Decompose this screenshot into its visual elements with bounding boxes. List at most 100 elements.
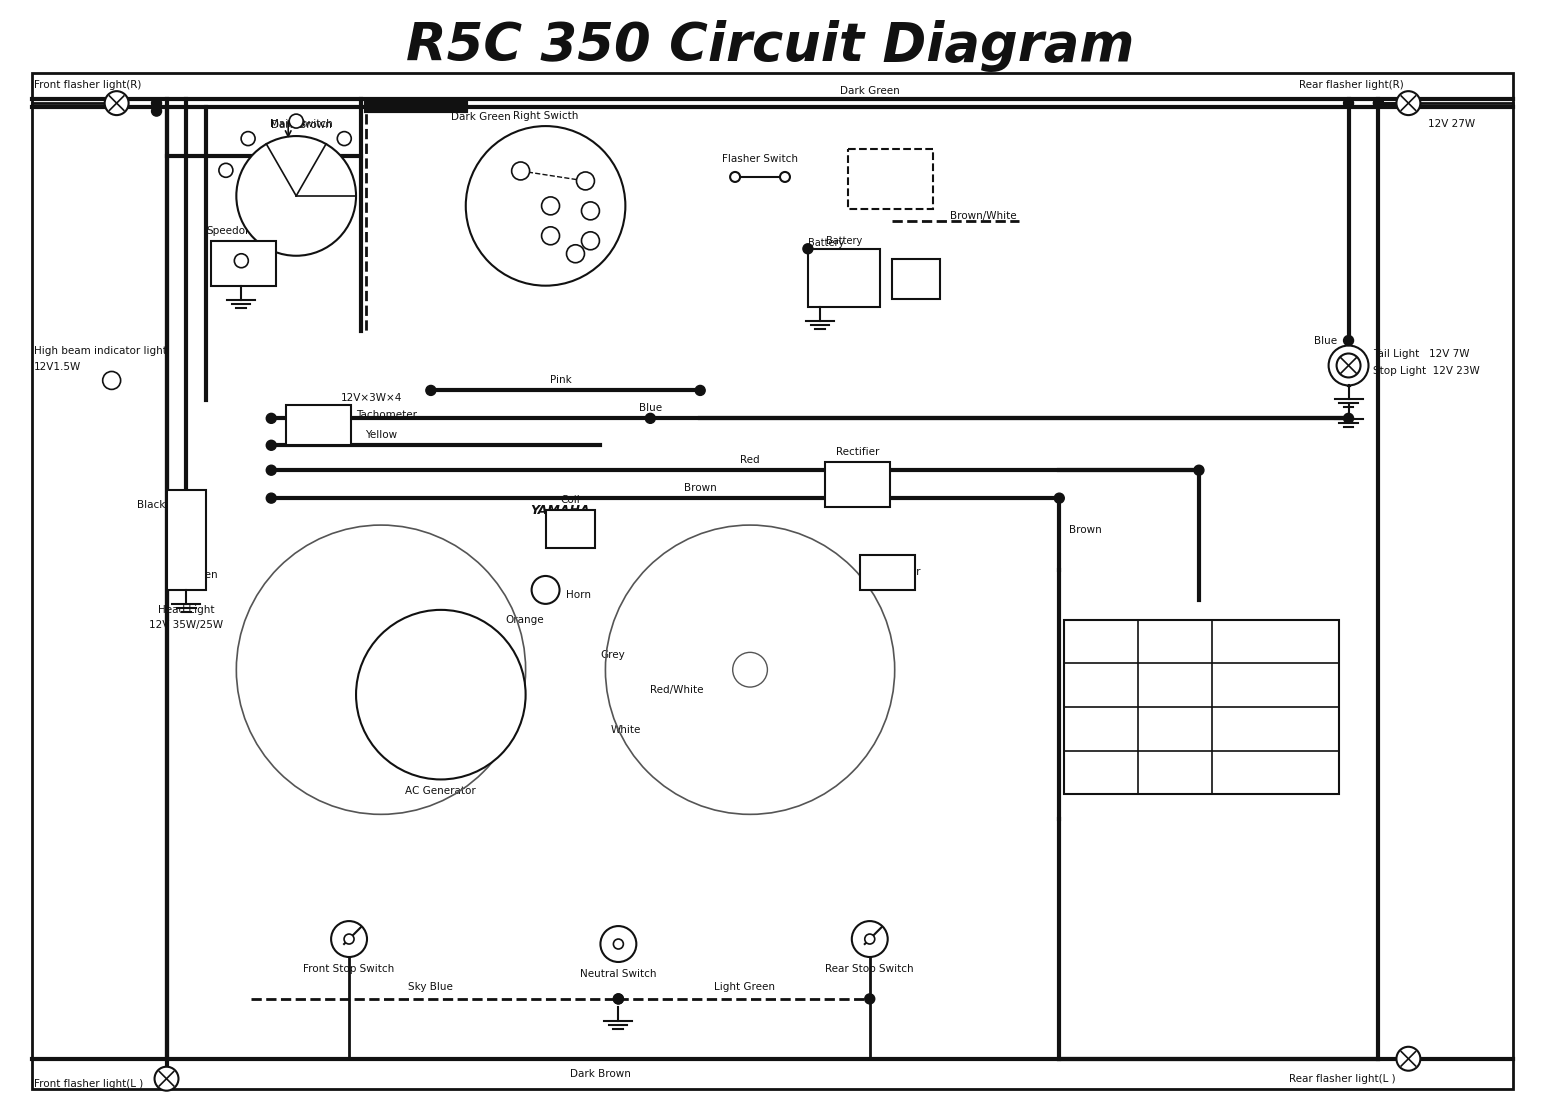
- Text: Front flasher light(R): Front flasher light(R): [34, 80, 141, 90]
- Circle shape: [576, 173, 594, 190]
- Circle shape: [582, 232, 599, 249]
- Text: R+L: R+L: [1265, 768, 1286, 778]
- Text: G: G: [547, 232, 554, 240]
- Text: 12V 55AH: 12V 55AH: [821, 273, 866, 283]
- Circle shape: [266, 441, 276, 451]
- Text: Sky Blue: Sky Blue: [409, 982, 454, 992]
- Text: High beam indicator light: High beam indicator light: [34, 345, 167, 355]
- Text: Yellow: Yellow: [1070, 695, 1101, 705]
- Circle shape: [1194, 465, 1204, 475]
- Text: Fuse
20A: Fuse 20A: [905, 269, 926, 288]
- Text: R5C 350 Circuit Diagram: R5C 350 Circuit Diagram: [406, 20, 1135, 72]
- Text: F: F: [301, 421, 307, 430]
- Text: Parking: Parking: [1156, 768, 1194, 778]
- Circle shape: [511, 162, 530, 180]
- Text: Speedometer: Speedometer: [207, 226, 276, 236]
- Text: Green: Green: [187, 570, 218, 580]
- Text: 12V×3W×4: 12V×3W×4: [341, 393, 403, 403]
- Text: ch: ch: [585, 236, 596, 245]
- Text: AC Generator: AC Generator: [406, 787, 476, 797]
- Bar: [860, 555, 914, 590]
- Text: YAMAHA: YAMAHA: [531, 503, 590, 516]
- Text: Tail Light   12V 7W: Tail Light 12V 7W: [1374, 348, 1470, 358]
- Text: Dark Green: Dark Green: [840, 86, 900, 96]
- Text: Yellow: Yellow: [364, 431, 397, 441]
- Circle shape: [1374, 98, 1383, 108]
- Text: Brown: Brown: [1070, 525, 1102, 535]
- Text: 0: 0: [1098, 680, 1104, 690]
- Circle shape: [613, 939, 624, 949]
- Text: Rear flasher light(L ): Rear flasher light(L ): [1289, 1074, 1396, 1084]
- Circle shape: [105, 91, 128, 115]
- Circle shape: [151, 98, 162, 108]
- Text: R: R: [327, 181, 334, 190]
- Text: Red/White: Red/White: [650, 684, 704, 695]
- Circle shape: [466, 126, 625, 286]
- Circle shape: [1343, 335, 1354, 345]
- Text: I: I: [1099, 723, 1102, 733]
- Circle shape: [601, 926, 636, 962]
- Text: Br W: Br W: [581, 206, 601, 215]
- Text: Blue: Blue: [639, 403, 662, 413]
- Bar: [545, 510, 596, 548]
- Circle shape: [1396, 1046, 1420, 1071]
- Bar: [212, 240, 276, 286]
- Circle shape: [1343, 98, 1354, 108]
- Circle shape: [344, 934, 354, 944]
- Bar: [824, 462, 889, 508]
- Text: Front Stop Switch: Front Stop Switch: [304, 964, 395, 974]
- Text: P: P: [573, 249, 577, 258]
- Text: Front flasher light(L ): Front flasher light(L ): [34, 1078, 144, 1089]
- Bar: [1064, 620, 1339, 795]
- Text: Blue: Blue: [1314, 335, 1337, 345]
- Text: Battery: Battery: [808, 238, 845, 248]
- Circle shape: [1055, 493, 1064, 503]
- Circle shape: [542, 197, 559, 215]
- Text: Pink: Pink: [550, 375, 571, 385]
- Circle shape: [1396, 91, 1420, 115]
- Text: Black: Black: [136, 500, 165, 510]
- Circle shape: [154, 1066, 179, 1091]
- Circle shape: [236, 136, 357, 256]
- Circle shape: [852, 922, 888, 957]
- Text: DG: DG: [579, 177, 591, 186]
- Text: Ⅱ: Ⅱ: [1099, 768, 1104, 778]
- Text: Flasher
relay: Flasher relay: [872, 168, 908, 189]
- Circle shape: [780, 173, 791, 181]
- Text: Key
position: Key position: [1082, 631, 1121, 652]
- Text: Light Green: Light Green: [713, 982, 775, 992]
- Circle shape: [645, 413, 655, 423]
- Bar: [286, 405, 350, 445]
- Text: Grey: Grey: [601, 650, 625, 660]
- Text: 12V 27W: 12V 27W: [1428, 119, 1476, 129]
- Text: Red: Red: [740, 455, 760, 465]
- Bar: [167, 490, 207, 590]
- Circle shape: [235, 254, 249, 268]
- Text: Horn: Horn: [565, 590, 590, 600]
- Circle shape: [613, 994, 624, 1004]
- Bar: [848, 149, 933, 209]
- Bar: [808, 249, 880, 306]
- Circle shape: [1374, 98, 1383, 108]
- Text: 0: 0: [278, 219, 284, 228]
- Text: R+Br+RY: R+Br+RY: [1252, 723, 1299, 733]
- Circle shape: [357, 610, 525, 779]
- Text: U: U: [412, 729, 420, 739]
- Text: Right Swicth: Right Swicth: [513, 111, 579, 121]
- Circle shape: [266, 493, 276, 503]
- Text: Tachometer: Tachometer: [357, 411, 417, 421]
- Text: II: II: [266, 174, 270, 183]
- Text: Rear Stop Switch: Rear Stop Switch: [826, 964, 914, 974]
- Text: RY: RY: [516, 167, 527, 176]
- Text: Stop Light  12V 23W: Stop Light 12V 23W: [1374, 366, 1481, 376]
- Circle shape: [102, 372, 120, 390]
- Circle shape: [1337, 354, 1360, 377]
- Text: White: White: [610, 725, 641, 735]
- Text: Flasher Switch: Flasher Switch: [723, 154, 798, 164]
- Circle shape: [542, 227, 559, 245]
- Circle shape: [241, 131, 255, 146]
- Text: W: W: [406, 748, 415, 758]
- Text: Main Switch: Main Switch: [270, 119, 332, 129]
- Circle shape: [151, 106, 162, 116]
- Text: Head Light: Head Light: [157, 604, 215, 614]
